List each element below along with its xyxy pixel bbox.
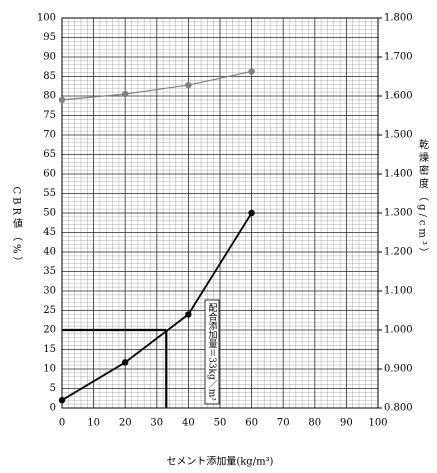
series-line [61, 70, 252, 101]
x-tick-label: 40 [182, 418, 195, 429]
x-tick-label: 90 [340, 418, 353, 429]
x-tick-label: 0 [59, 418, 65, 429]
x-tick-label: 70 [277, 418, 290, 429]
data-point [248, 209, 255, 217]
x-tick-label: 30 [150, 418, 163, 429]
y-tick-label: 70 [43, 130, 56, 141]
data-point [122, 359, 129, 366]
y2-tick-label: 1.300 [384, 208, 413, 219]
y-tick-label: 65 [43, 149, 56, 160]
y2-tick-label: 1.800 [384, 13, 413, 24]
x-tick-label: 60 [245, 418, 258, 429]
y2-tick-label: 1.000 [384, 325, 413, 336]
y-tick-label: 5 [50, 383, 56, 394]
y-tick-label: 20 [43, 325, 56, 336]
y-tick-label: 25 [43, 305, 56, 316]
y-axis-label: CBR値（%） [11, 186, 23, 269]
y-tick-label: 45 [43, 227, 56, 238]
data-point [185, 311, 192, 318]
plot-frame [61, 17, 379, 409]
y-tick-label: 50 [43, 208, 56, 219]
y2-tick-label: 1.500 [384, 130, 413, 141]
y-tick-label: 0 [50, 403, 56, 414]
x-tick-label: 20 [119, 418, 132, 429]
y-tick-label: 100 [37, 13, 56, 24]
y-tick-label: 10 [43, 364, 56, 375]
y2-tick-label: 0.900 [384, 364, 413, 375]
data-point [185, 81, 192, 89]
y-tick-label: 35 [43, 266, 56, 277]
data-point [122, 90, 129, 98]
data-point [58, 96, 66, 104]
y-tick-label: 60 [43, 169, 56, 180]
y2-tick-label: 0.800 [384, 403, 413, 414]
x-tick-label: 10 [87, 418, 100, 429]
y2-tick-label: 1.700 [384, 52, 413, 63]
series-line [61, 212, 253, 401]
y2-tick-label: 1.400 [384, 169, 413, 180]
data-point [58, 397, 66, 404]
y-tick-label: 40 [43, 247, 56, 258]
y-tick-label: 55 [43, 188, 56, 199]
x-axis-label: セメント添加量(kg/m³) [167, 455, 274, 468]
y-tick-label: 90 [43, 52, 56, 63]
data-point [248, 68, 255, 75]
x-tick-label: 80 [308, 418, 321, 429]
y-tick-label: 75 [43, 110, 56, 121]
annotation: 配合添加量＝33kg／m³ [207, 303, 218, 401]
y2-tick-label: 1.600 [384, 91, 413, 102]
y-tick-label: 95 [43, 32, 56, 43]
x-tick-label: 100 [368, 418, 387, 429]
y2-tick-label: 1.100 [384, 286, 413, 297]
y2-tick-label: 1.200 [384, 247, 413, 258]
y-tick-label: 15 [43, 344, 56, 355]
y-tick-label: 85 [43, 71, 56, 82]
y-tick-label: 80 [43, 91, 56, 102]
annotation-box [204, 299, 220, 405]
y2-axis-label: 乾燥密度（g/cm³） [417, 138, 429, 261]
x-tick-label: 50 [214, 418, 227, 429]
y-tick-label: 30 [43, 286, 56, 297]
